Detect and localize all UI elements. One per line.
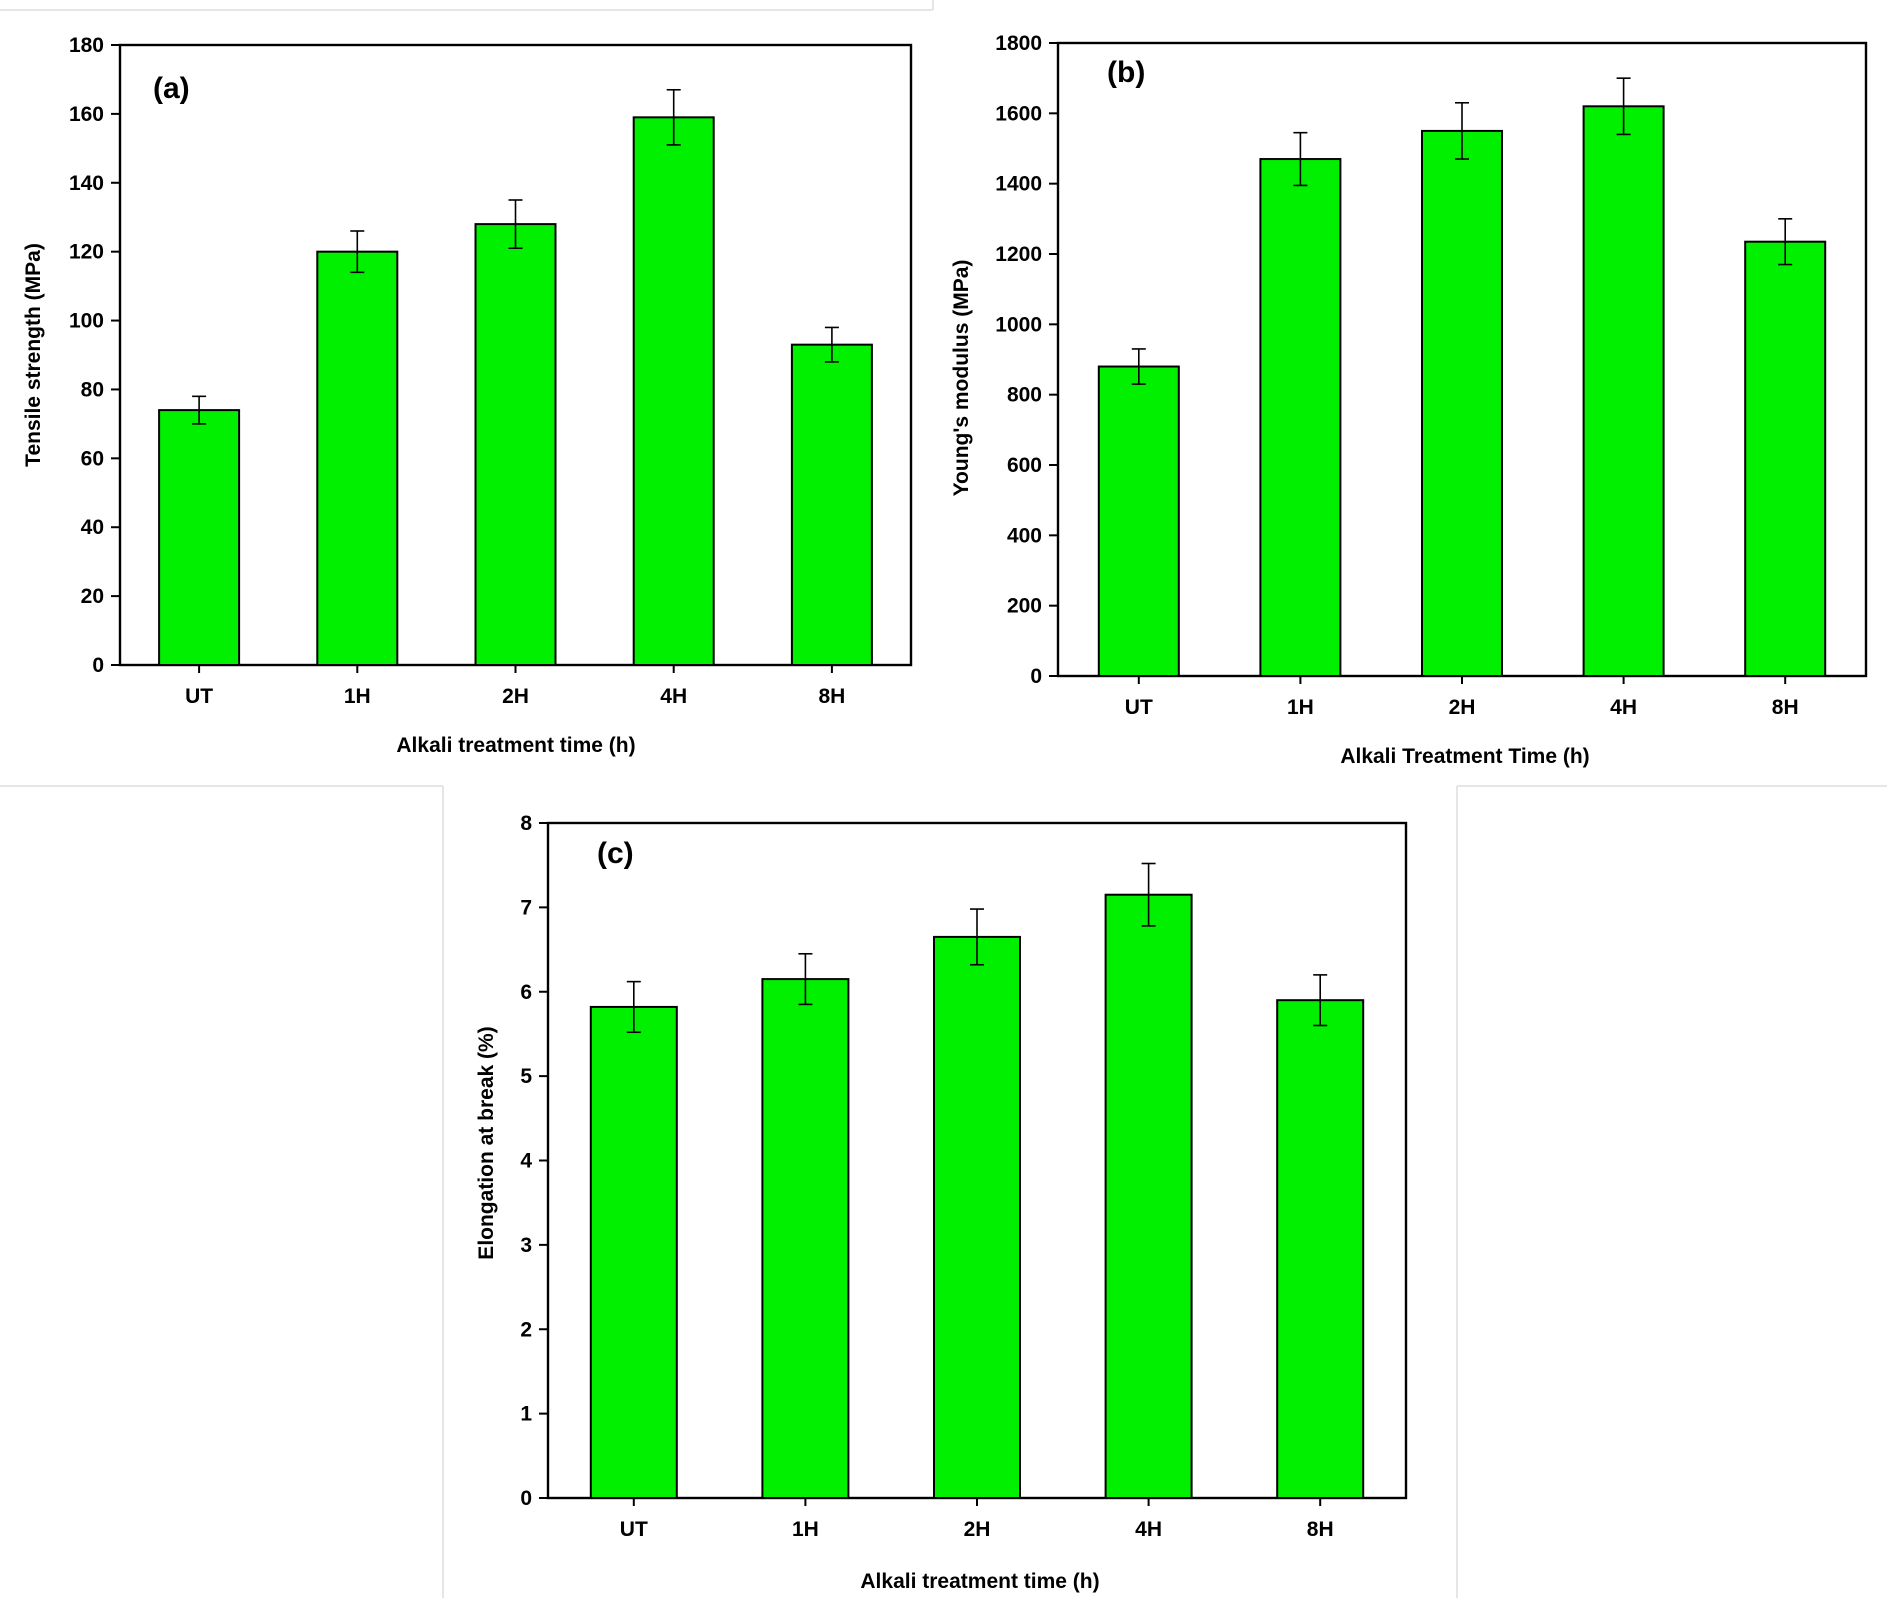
bar-ut (589, 1005, 678, 1499)
y-tick-label: 140 (69, 172, 104, 195)
x-tick-label: 4H (660, 685, 687, 708)
y-axis-label: Young's modulus (MPa) (950, 260, 973, 497)
y-tick-label: 180 (69, 34, 104, 57)
chart-panel-a: (a) Tensile strength (MPa) Alkali treatm… (22, 34, 913, 757)
y-tick-label: 1 (520, 1403, 532, 1426)
x-tick-label: 1H (344, 685, 371, 708)
bar-ut (1097, 365, 1180, 677)
bar-4h (632, 116, 715, 667)
y-tick-label: 1200 (995, 243, 1042, 266)
bar-1h (1259, 158, 1342, 678)
y-tick-label: 20 (81, 585, 104, 608)
y-tick-label: 160 (69, 103, 104, 126)
y-tick-label: 40 (81, 516, 104, 539)
y-tick-label: 1400 (995, 173, 1042, 196)
bar-8h (1744, 240, 1827, 677)
bar-2h (1421, 129, 1503, 677)
x-tick-label: 8H (1772, 696, 1799, 719)
bar-ut (158, 409, 241, 666)
x-tick-label: 2H (502, 685, 529, 708)
panel-tag: (a) (153, 72, 190, 105)
bar-1h (316, 250, 399, 667)
x-tick-label: 2H (964, 1518, 991, 1541)
y-tick-label: 1000 (995, 313, 1042, 336)
x-axis-label: Alkali treatment time (h) (860, 1570, 1099, 1593)
chart-panel-b: (b) Young's modulus (MPa) Alkali Treatme… (950, 32, 1868, 768)
y-tick-label: 1600 (995, 102, 1042, 125)
y-tick-label: 0 (92, 654, 104, 677)
y-tick-label: 80 (81, 378, 104, 401)
x-axis-label: Alkali treatment time (h) (396, 734, 635, 757)
bar-4h (1582, 105, 1665, 678)
x-tick-label: UT (185, 685, 213, 708)
y-tick-label: 8 (520, 812, 532, 835)
y-tick-label: 120 (69, 241, 104, 264)
x-tick-label: 4H (1135, 1518, 1162, 1541)
y-tick-label: 1800 (995, 32, 1042, 55)
y-tick-label: 0 (1030, 665, 1042, 688)
y-tick-label: 100 (69, 310, 104, 333)
panel-tag: (c) (597, 837, 634, 870)
y-tick-label: 400 (1007, 524, 1042, 547)
y-tick-label: 600 (1007, 454, 1042, 477)
bar-4h (1104, 893, 1193, 1499)
x-axis-label: Alkali Treatment Time (h) (1340, 745, 1589, 768)
y-tick-label: 0 (520, 1487, 532, 1510)
y-tick-label: 60 (81, 447, 104, 470)
x-tick-label: UT (1125, 696, 1153, 719)
y-tick-label: 5 (520, 1065, 532, 1088)
panel-tag: (b) (1107, 56, 1145, 89)
y-tick-label: 200 (1007, 595, 1042, 618)
y-tick-label: 2 (520, 1318, 532, 1341)
chart-panel-c: (c) Elongation at break (%) Alkali treat… (475, 812, 1408, 1593)
bar-1h (761, 978, 850, 1499)
bar-8h (1276, 999, 1365, 1499)
y-tick-label: 6 (520, 981, 532, 1004)
y-axis-label: Tensile strength (MPa) (22, 243, 45, 467)
x-tick-label: 8H (818, 685, 845, 708)
y-tick-label: 3 (520, 1234, 532, 1257)
x-tick-label: 2H (1449, 696, 1476, 719)
y-tick-label: 800 (1007, 384, 1042, 407)
x-tick-label: 4H (1610, 696, 1637, 719)
x-tick-label: 8H (1307, 1518, 1334, 1541)
y-tick-label: 7 (520, 896, 532, 919)
y-tick-label: 4 (520, 1150, 532, 1173)
x-tick-label: UT (620, 1518, 648, 1541)
y-axis-label: Elongation at break (%) (475, 1026, 498, 1259)
x-tick-label: 1H (1287, 696, 1314, 719)
bar-2h (933, 935, 1021, 1499)
bar-2h (474, 223, 557, 666)
x-tick-label: 1H (792, 1518, 819, 1541)
bar-8h (790, 343, 873, 666)
